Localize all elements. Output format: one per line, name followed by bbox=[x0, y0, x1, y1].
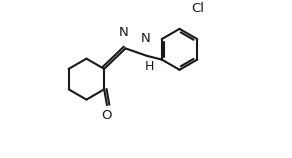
Text: N: N bbox=[119, 26, 128, 39]
Text: Cl: Cl bbox=[192, 2, 205, 15]
Text: N: N bbox=[141, 32, 151, 45]
Text: O: O bbox=[102, 109, 112, 122]
Text: H: H bbox=[145, 60, 154, 73]
